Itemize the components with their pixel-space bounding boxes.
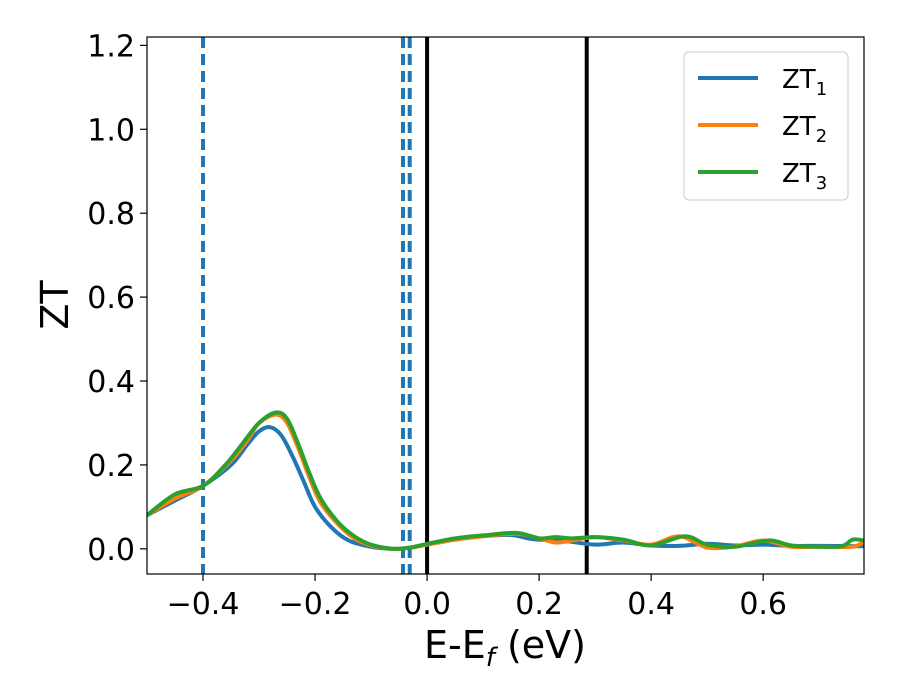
x-tick-label: 0.4 [627,587,675,622]
y-tick-label: 0.6 [87,281,135,316]
series-line-zt1 [147,425,864,551]
y-tick-label: 1.0 [87,113,135,148]
y-tick-label: 0.2 [87,449,135,484]
y-tick-label: 0.8 [87,197,135,232]
y-axis-ticks: 0.0 0.2 0.4 0.6 0.8 1.0 1.2 [87,29,147,568]
legend: ZT1 ZT2 ZT3 [683,51,849,201]
reference-lines [201,37,589,574]
x-axis-ticks: −0.4 −0.2 0.0 0.2 0.4 0.6 [167,574,787,622]
x-tick-label: 0.0 [403,587,451,622]
plot-frame [146,36,865,575]
legend-label-zt3: ZT3 [782,159,827,194]
series-lines [147,410,864,551]
y-axis-label: ZT [33,280,77,330]
legend-box [683,51,849,201]
y-tick-label: 0.4 [87,365,135,400]
legend-label-zt1: ZT1 [782,65,827,100]
series-line-zt3 [147,410,864,551]
x-axis-label: E-Ef (eV) [424,623,586,673]
y-tick-label: 0.0 [87,533,135,568]
x-tick-label: 0.6 [739,587,787,622]
x-tick-label: −0.2 [279,587,352,622]
x-tick-label: −0.4 [167,587,240,622]
legend-label-zt2: ZT2 [782,112,827,147]
y-tick-label: 1.2 [87,29,135,64]
x-tick-label: 0.2 [515,587,563,622]
